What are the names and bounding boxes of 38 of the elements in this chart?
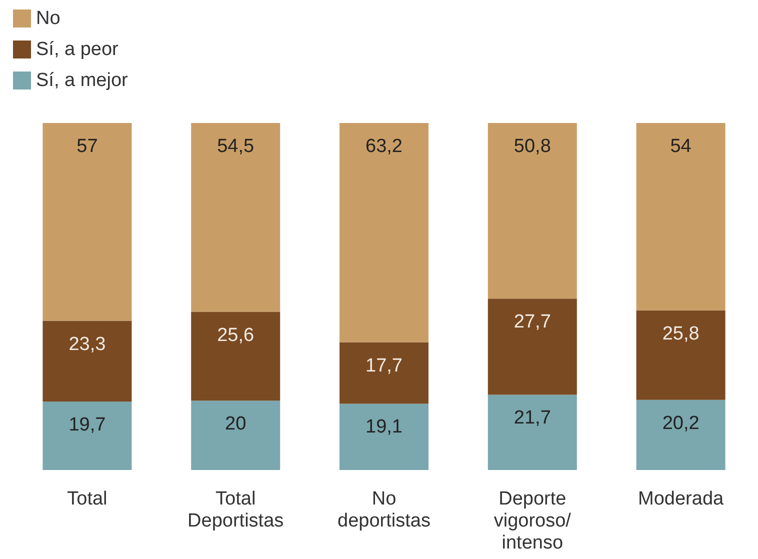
bar (191, 123, 280, 312)
data-label: 19,7 (68, 414, 106, 436)
x-tick-label: Deporte vigoroso/ intenso (494, 488, 572, 554)
data-label: 20 (225, 414, 246, 435)
bar (42, 402, 132, 470)
data-label: 27,7 (514, 312, 551, 333)
bar (42, 320, 132, 402)
data-label: 19,1 (366, 416, 402, 438)
bar (340, 123, 428, 342)
bar (42, 123, 132, 321)
data-label: 25,8 (662, 323, 700, 344)
data-label: 25,6 (217, 324, 254, 346)
bar (488, 123, 577, 299)
x-tick-label: Total (67, 488, 108, 510)
x-tick-label: Total Deportistas (188, 488, 284, 532)
bar (191, 312, 280, 401)
data-label: 23,3 (68, 334, 106, 355)
legend-label: No (36, 8, 60, 29)
bar (340, 404, 428, 470)
data-label: 17,7 (366, 355, 402, 376)
x-tick-label: No deportistas (338, 488, 430, 532)
data-label: 21,7 (514, 408, 551, 429)
data-label: 63,2 (366, 136, 402, 157)
legend-label: Sí, a peor (36, 39, 120, 60)
data-label: 54,5 (217, 136, 254, 157)
data-label: 57 (76, 136, 98, 157)
data-label: 54 (670, 136, 692, 157)
bar (636, 400, 726, 470)
bar (488, 394, 577, 470)
bar (636, 123, 726, 310)
data-label: 50,8 (514, 136, 551, 157)
data-label: 20,2 (662, 412, 700, 434)
bar (636, 310, 726, 400)
bar (488, 298, 577, 395)
bar (340, 342, 428, 404)
legend-label: Sí, a mejor (36, 70, 129, 91)
bar (191, 400, 280, 470)
x-tick-label: Moderada (638, 488, 724, 510)
